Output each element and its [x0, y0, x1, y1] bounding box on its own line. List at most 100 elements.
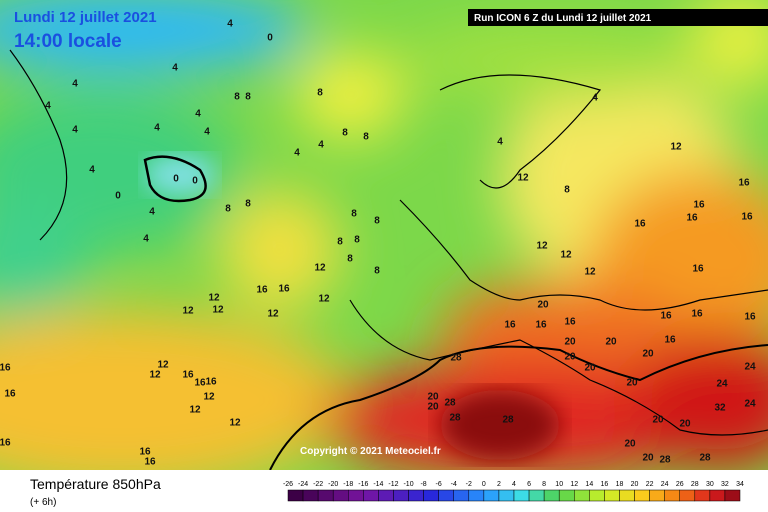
scale-swatch [363, 489, 379, 502]
scale-swatch [438, 489, 454, 502]
scale-label: 6 [527, 481, 531, 488]
contour-label: 8 [245, 92, 251, 103]
scale-label: -26 [283, 481, 293, 488]
contour-label: 20 [564, 337, 576, 348]
contour-label: 8 [225, 204, 231, 215]
contour-label: 28 [444, 398, 456, 409]
contour-label: 16 [692, 264, 704, 275]
isotherm-contours [269, 344, 768, 471]
contour-label: 4 [72, 79, 78, 90]
contour-label: 0 [115, 191, 121, 202]
scale-label: 0 [482, 481, 486, 488]
contour-label: 4 [227, 19, 233, 30]
scale-swatch [513, 489, 530, 502]
contour-label: 4 [149, 207, 155, 218]
contour-label: 24 [744, 362, 756, 373]
scale-swatch [634, 489, 650, 502]
scale-swatch [423, 489, 439, 502]
date: Lundi 12 juillet 2021 [14, 9, 157, 26]
contour-label: 0 [173, 174, 179, 185]
contour-label: 20 [642, 349, 654, 360]
scale-swatch [453, 489, 470, 502]
scale-swatch [468, 489, 485, 502]
contour-label: 4 [294, 148, 300, 159]
contour-label: 16 [182, 370, 194, 381]
contour-label: 20 [652, 415, 664, 426]
contour-label: 16 [741, 212, 753, 223]
scale-label: 34 [736, 481, 744, 488]
contour-label: 16 [256, 285, 268, 296]
scale-swatch [694, 489, 711, 502]
scale-swatch [483, 489, 500, 502]
scale-swatch [317, 489, 334, 502]
contour-label: 8 [351, 209, 357, 220]
scale-label: -10 [403, 481, 413, 488]
footer-title: Température 850hPa [30, 476, 161, 492]
footer-lead: (+ 6h) [30, 497, 56, 508]
scale-label: 22 [646, 481, 654, 488]
contour-label: 20 [427, 392, 439, 403]
contour-label: 16 [194, 378, 206, 389]
scale-swatch [679, 489, 696, 502]
scale-swatch [724, 489, 741, 502]
contour-label: 16 [139, 447, 151, 458]
contour-label: 16 [0, 438, 11, 449]
scale-label: -22 [313, 481, 323, 488]
contour-label: 4 [172, 63, 178, 74]
contour-label: 8 [342, 128, 348, 139]
contour-label: 16 [693, 200, 705, 211]
scale-label: -2 [466, 481, 472, 488]
scale-label: 16 [601, 481, 609, 488]
contour-label: 16 [660, 311, 672, 322]
contour-label: 28 [502, 415, 514, 426]
scale-label: 2 [497, 481, 501, 488]
scale-label: -8 [420, 481, 426, 488]
contour-label: 20 [537, 300, 549, 311]
scale-label: 12 [570, 481, 578, 488]
contour-label: 0 [267, 33, 273, 44]
contour-label: 20 [605, 337, 617, 348]
contour-label: 20 [624, 439, 636, 450]
scale-swatch [558, 489, 575, 502]
contour-label: 16 [634, 219, 646, 230]
contour-label: 12 [182, 306, 194, 317]
scale-label: 24 [661, 481, 669, 488]
scale-label: -12 [388, 481, 398, 488]
contour-label: 12 [149, 370, 161, 381]
contour-label: 8 [374, 266, 380, 277]
scale-label: -14 [373, 481, 383, 488]
contour-label: 12 [584, 267, 596, 278]
contour-label: 20 [584, 363, 596, 374]
scale-swatch [543, 489, 560, 502]
contour-label: 4 [195, 109, 201, 120]
contour-label: 8 [354, 235, 360, 246]
scale-label: 26 [676, 481, 684, 488]
scale-swatch [393, 489, 409, 502]
contour-label: 12 [157, 360, 169, 371]
contour-label: 16 [0, 363, 11, 374]
contour-label: 8 [245, 199, 251, 210]
color-scale: -26 -24 -22 -20 -18 -16 -14 -12 -10 -8 -6 -4 -2 0 2 4 6 8… [283, 481, 744, 502]
contour-label: 12 [208, 293, 220, 304]
contour-label: 4 [497, 137, 503, 148]
contour-label: 12 [517, 173, 529, 184]
scale-label: -24 [298, 481, 308, 488]
scale-swatch [287, 489, 304, 502]
contour-label: 12 [318, 294, 330, 305]
scale-label: 14 [585, 481, 593, 488]
contour-label: 8 [347, 254, 353, 265]
scale-swatch [408, 489, 424, 502]
run-info: Run ICON 6 Z du Lundi 12 juillet 2021 [474, 13, 652, 24]
scale-swatch [649, 489, 665, 502]
contour-label: 8 [234, 92, 240, 103]
scale-swatch [574, 489, 590, 502]
scale-swatch [589, 489, 605, 502]
scale-label: 18 [616, 481, 624, 488]
contour-label: 4 [318, 140, 324, 151]
scale-swatch [498, 489, 515, 502]
contour-label: 16 [278, 284, 290, 295]
contour-label: 8 [564, 185, 570, 196]
contour-label: 16 [4, 389, 16, 400]
